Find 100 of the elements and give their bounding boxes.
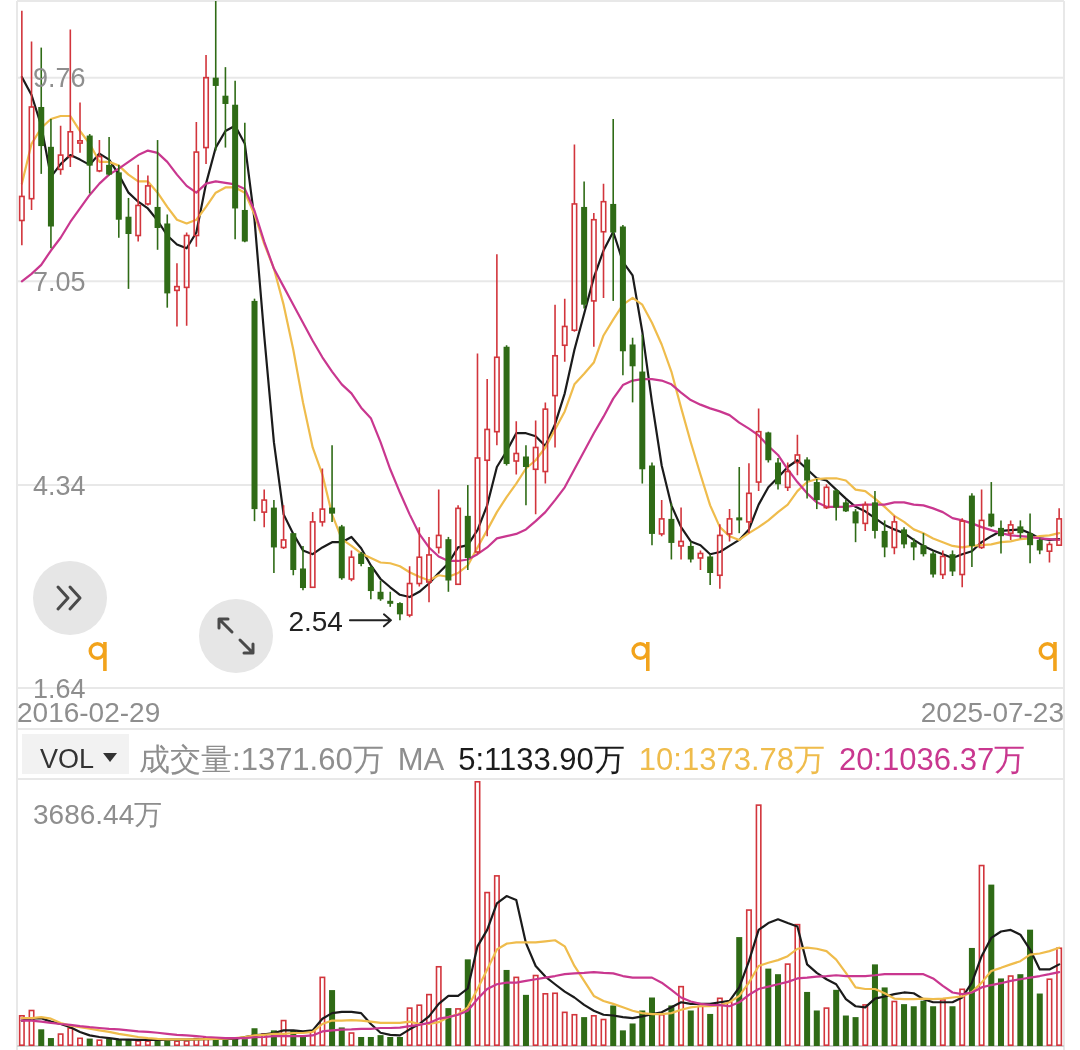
candlestick — [484, 378, 491, 537]
bar — [522, 994, 529, 1046]
candlestick — [978, 488, 985, 550]
bar — [629, 1023, 636, 1046]
bar — [736, 937, 743, 1046]
candlestick — [474, 352, 481, 556]
candlestick — [280, 504, 287, 550]
candlestick — [542, 401, 549, 485]
candlestick — [755, 407, 762, 492]
candlestick — [261, 488, 268, 528]
bar — [348, 1032, 355, 1046]
candlestick — [678, 506, 685, 561]
bar — [997, 978, 1004, 1046]
bar — [804, 991, 811, 1046]
candlestick — [193, 121, 200, 248]
bar — [648, 997, 655, 1046]
candlestick — [406, 565, 413, 619]
candlestick — [77, 101, 84, 154]
bar — [1027, 929, 1034, 1046]
candlestick — [435, 488, 442, 555]
bar — [619, 1030, 626, 1046]
candlestick — [154, 139, 161, 251]
candlestick — [590, 212, 597, 348]
bar — [493, 875, 500, 1046]
bar — [552, 992, 559, 1046]
bar — [910, 1006, 917, 1046]
candlestick — [387, 590, 394, 608]
candlestick — [299, 545, 306, 592]
bar — [930, 1006, 937, 1046]
annotation: MA — [397, 742, 445, 777]
bar — [38, 1029, 45, 1046]
bar — [561, 1011, 568, 1046]
bar — [871, 964, 878, 1046]
candlestick — [852, 508, 859, 543]
candlestick — [775, 457, 782, 491]
bar — [813, 1010, 820, 1046]
candlestick — [959, 517, 966, 589]
candlestick — [736, 466, 743, 534]
y-axis-label: 3686.44万 — [33, 799, 163, 830]
bar — [377, 1035, 384, 1047]
bar — [581, 1017, 588, 1046]
bar — [765, 968, 772, 1046]
candlestick — [939, 549, 946, 580]
candlestick — [784, 461, 791, 492]
bar — [823, 1007, 830, 1046]
candlestick — [949, 549, 956, 577]
title: VOL — [40, 744, 95, 774]
bar — [299, 1036, 306, 1046]
bar — [47, 1038, 54, 1046]
bar — [57, 1033, 64, 1046]
candlestick — [901, 526, 908, 549]
bar — [1017, 974, 1024, 1046]
candlestick — [707, 553, 714, 586]
candlestick — [135, 164, 142, 243]
candlestick — [1017, 519, 1024, 540]
candlestick — [571, 143, 578, 332]
candlestick — [794, 433, 801, 477]
bar — [571, 1013, 578, 1046]
bar — [881, 987, 888, 1046]
candlestick — [493, 253, 500, 447]
candlestick — [997, 519, 1004, 555]
bar — [842, 1015, 849, 1046]
bar — [532, 974, 539, 1046]
candlestick — [745, 462, 752, 534]
bar — [988, 884, 995, 1046]
bar — [183, 1040, 190, 1046]
candlestick — [18, 9, 25, 247]
bar — [455, 1008, 462, 1047]
candlestick — [183, 231, 190, 327]
bar — [600, 1018, 607, 1047]
bar — [891, 1000, 898, 1046]
bar — [144, 1040, 151, 1046]
bar — [484, 891, 491, 1046]
candlestick — [716, 523, 723, 590]
candlestick — [833, 488, 840, 522]
candlestick — [988, 481, 995, 528]
series-name: 20:1036.37万 — [839, 742, 1026, 777]
bar — [135, 1040, 142, 1046]
bar — [775, 974, 782, 1046]
candlestick — [930, 550, 937, 579]
candlestick — [513, 420, 520, 476]
bar — [862, 1004, 869, 1046]
bar — [978, 864, 985, 1046]
bar — [726, 1001, 733, 1046]
bar — [697, 1005, 704, 1047]
bar — [939, 999, 946, 1046]
bar — [367, 1036, 374, 1046]
candlestick — [600, 182, 607, 299]
candlestick — [920, 532, 927, 558]
bar — [513, 976, 520, 1046]
annotation: 2.54 — [288, 606, 343, 638]
bar — [707, 1013, 714, 1046]
bar — [959, 988, 966, 1046]
bar — [852, 1017, 859, 1046]
candlestick — [426, 536, 433, 604]
candlestick — [106, 136, 113, 177]
candlestick — [455, 504, 462, 586]
bar — [474, 781, 481, 1046]
bar — [503, 969, 510, 1046]
candlestick — [561, 297, 568, 363]
